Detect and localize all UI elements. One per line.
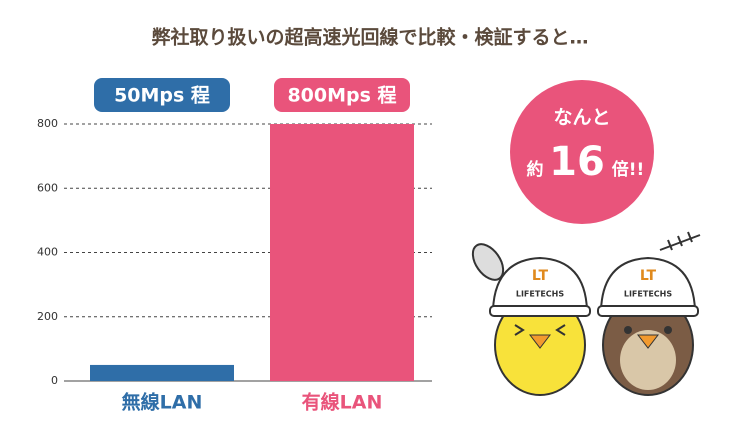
bar [90,364,234,381]
y-tick-label: 0 [51,374,58,387]
logo: LT [532,268,549,284]
callout-number: 16 [549,139,605,185]
y-tick-label: 800 [37,117,58,130]
callout: なんと 約 16 倍!! [510,80,654,224]
callout-circle [510,80,654,224]
value-label: 50Mps 程 [114,85,210,107]
callout-text: 約 [527,159,544,180]
mascot-yellow: LT LIFETECHS [471,243,591,396]
value-label-box [94,78,230,112]
mascot-brown: LT LIFETECHS [597,231,701,396]
value-label-box [274,78,410,112]
callout-text: なんと [553,107,610,129]
x-tick-label: 無線LAN [122,391,203,414]
bar [270,124,414,381]
y-tick-label: 200 [37,310,58,323]
callout-text: 倍!! [612,159,645,180]
value-label: 800Mps 程 [287,85,396,107]
y-tick-label: 600 [37,181,58,194]
logo: LT [640,268,657,284]
y-tick-label: 400 [37,246,58,259]
brand: LIFETECHS [624,290,672,299]
x-tick-label: 有線LAN [302,391,383,414]
brand: LIFETECHS [516,290,564,299]
chart-title: 弊社取り扱いの超高速光回線で比較・検証すると… [151,26,588,49]
